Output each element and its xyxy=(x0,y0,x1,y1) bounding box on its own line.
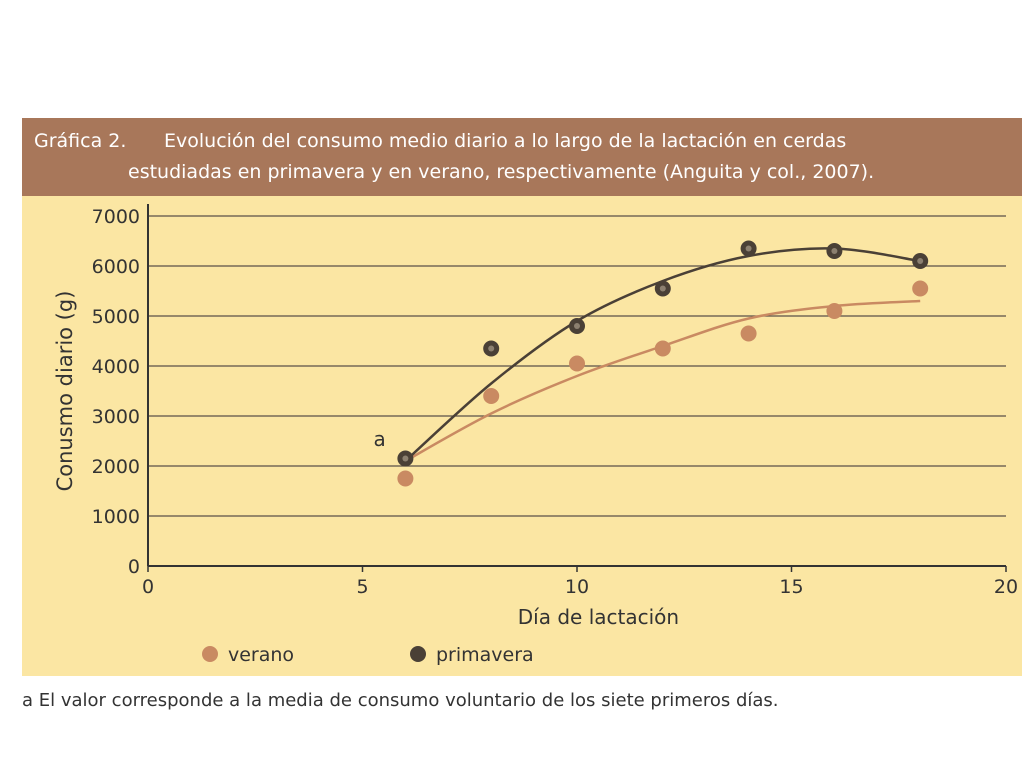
point-primavera-texture xyxy=(402,455,409,462)
y-tick-label: 2000 xyxy=(92,456,140,478)
x-tick-label: 0 xyxy=(142,576,154,598)
x-tick-labels: 0 5 10 15 20 xyxy=(142,576,1018,598)
y-tick-label: 5000 xyxy=(92,306,140,328)
point-verano xyxy=(826,303,843,319)
point-verano xyxy=(654,340,671,357)
trend-line-verano xyxy=(404,299,921,463)
point-primavera-texture xyxy=(745,245,752,252)
footnote: a El valor corresponde a la media de con… xyxy=(22,690,779,711)
x-tick-label: 10 xyxy=(565,576,589,598)
figure-title-line-2: estudiadas en primavera y en verano, res… xyxy=(128,161,875,183)
annotation-a: a xyxy=(374,427,386,451)
chart: 0 1000 2000 3000 4000 5000 6000 7000 0 5 10 15 20 C… xyxy=(53,204,1018,666)
figure-frame: Gráfica 2. Evolución del consumo medio d… xyxy=(22,118,1022,676)
figure-title-line-1: Evolución del consumo medio diario a lo … xyxy=(164,130,847,152)
x-tick-label: 5 xyxy=(356,576,368,598)
point-verano xyxy=(740,325,757,342)
legend: verano primavera xyxy=(202,644,534,666)
point-verano xyxy=(569,355,585,372)
point-verano xyxy=(483,388,500,404)
point-primavera-texture xyxy=(917,258,924,264)
y-tick-label: 7000 xyxy=(92,206,140,228)
point-verano xyxy=(912,280,929,297)
data-points xyxy=(397,240,929,487)
x-axis-label: Día de lactación xyxy=(518,605,679,629)
legend-primavera-label: primavera xyxy=(436,644,534,666)
legend-verano-marker xyxy=(202,646,218,662)
x-tick-label: 15 xyxy=(779,576,803,598)
grid-lines xyxy=(148,215,1006,517)
y-tick-labels: 0 1000 2000 3000 4000 5000 6000 7000 xyxy=(92,206,140,578)
y-axis-label: Conusmo diario (g) xyxy=(53,291,77,492)
point-primavera-texture xyxy=(831,248,838,254)
y-tick-label: 0 xyxy=(128,556,140,578)
figure-header: Gráfica 2. Evolución del consumo medio d… xyxy=(22,118,1022,196)
y-tick-label: 4000 xyxy=(92,356,140,378)
legend-primavera-marker xyxy=(410,646,426,662)
y-tick-label: 3000 xyxy=(92,406,140,428)
axes xyxy=(147,204,1007,572)
figure-number: Gráfica 2. xyxy=(34,130,127,152)
y-tick-label: 1000 xyxy=(92,506,140,528)
x-tick-label: 20 xyxy=(994,576,1018,598)
point-primavera-texture xyxy=(488,345,495,352)
point-primavera-texture xyxy=(659,285,666,292)
y-tick-label: 6000 xyxy=(92,256,140,278)
point-primavera-texture xyxy=(574,323,580,329)
legend-verano-label: verano xyxy=(228,644,294,666)
point-verano xyxy=(397,470,414,487)
